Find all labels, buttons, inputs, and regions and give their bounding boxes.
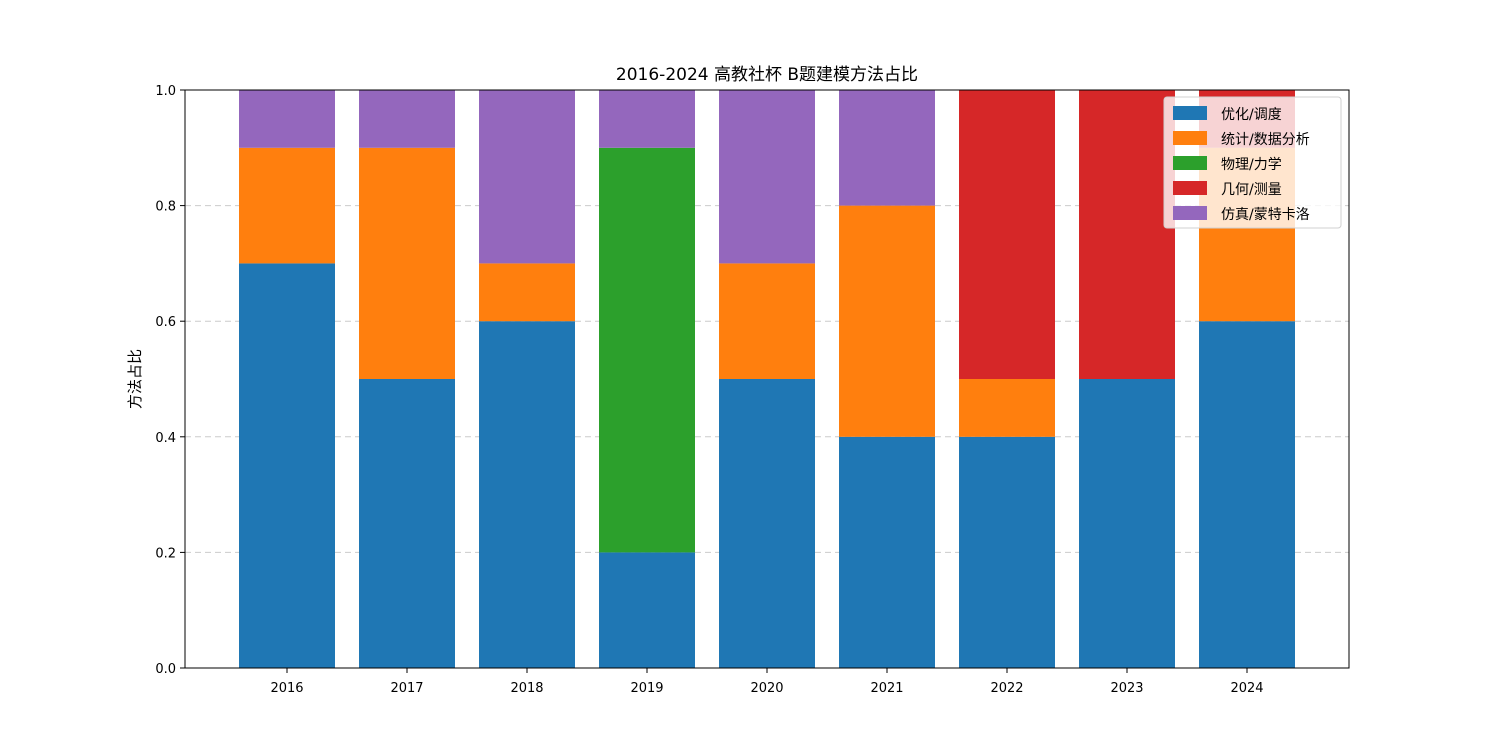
y-axis-ticks: 0.0 0.2 0.4 0.6 0.8 1.0 xyxy=(155,84,185,677)
legend-entry: 仿真/蒙特卡洛 xyxy=(1221,207,1310,223)
x-tick-label: 2020 xyxy=(750,681,783,696)
x-tick-label: 2019 xyxy=(630,681,663,696)
bar-segment-2017-s1 xyxy=(359,147,455,379)
bar-segment-2019-s2 xyxy=(599,147,695,553)
legend-entry: 物理/力学 xyxy=(1221,157,1282,173)
y-tick-label: 0.6 xyxy=(155,315,176,330)
chart-title: 2016-2024 高教社杯 B题建模方法占比 xyxy=(616,65,918,85)
bar-segment-2017-s4 xyxy=(359,90,455,148)
legend-entry: 统计/数据分析 xyxy=(1221,132,1310,148)
y-axis-label: 方法占比 xyxy=(126,349,144,409)
y-tick-label: 0.0 xyxy=(155,662,176,677)
bar-segment-2016-s4 xyxy=(239,90,335,148)
legend-swatch xyxy=(1173,181,1207,195)
y-tick-label: 1.0 xyxy=(155,84,176,99)
x-tick-label: 2018 xyxy=(510,681,543,696)
legend-swatch xyxy=(1173,131,1207,145)
bar-segment-2017-s0 xyxy=(359,379,455,668)
bar-segment-2023-s0 xyxy=(1079,379,1175,668)
y-tick-label: 0.4 xyxy=(155,431,176,446)
bar-segment-2018-s0 xyxy=(479,321,575,668)
legend-entry: 优化/调度 xyxy=(1221,107,1282,123)
x-tick-label: 2022 xyxy=(990,681,1023,696)
y-tick-label: 0.8 xyxy=(155,200,176,215)
bar-segment-2020-s1 xyxy=(719,263,815,379)
bar-segment-2021-s0 xyxy=(839,436,935,668)
bar-segment-2020-s0 xyxy=(719,379,815,668)
legend-entry: 几何/测量 xyxy=(1221,182,1282,198)
legend-swatch xyxy=(1173,156,1207,170)
bar-segment-2023-s3 xyxy=(1079,90,1175,379)
bar-segment-2022-s1 xyxy=(959,379,1055,437)
bar-segment-2022-s0 xyxy=(959,436,1055,668)
bar-segment-2016-s0 xyxy=(239,263,335,668)
bar-segment-2021-s1 xyxy=(839,205,935,437)
x-tick-label: 2021 xyxy=(870,681,903,696)
x-axis-ticks: 2016 2017 2018 2019 2020 2021 2022 2023 2024 xyxy=(270,668,1264,696)
bar-segment-2018-s4 xyxy=(479,90,575,264)
x-tick-label: 2017 xyxy=(390,681,423,696)
bar-segment-2019-s4 xyxy=(599,90,695,148)
bar-segment-2018-s1 xyxy=(479,263,575,322)
bar-segment-2019-s0 xyxy=(599,552,695,668)
bar-segment-2016-s1 xyxy=(239,147,335,264)
x-tick-label: 2023 xyxy=(1110,681,1143,696)
y-tick-label: 0.2 xyxy=(155,546,176,561)
legend-swatch xyxy=(1173,206,1207,220)
bar-segment-2022-s3 xyxy=(959,90,1055,379)
bar-segment-2021-s4 xyxy=(839,90,935,206)
legend-box xyxy=(1163,96,1342,229)
bar-segment-2020-s4 xyxy=(719,90,815,264)
bar-segment-2024-s0 xyxy=(1199,321,1295,668)
bars xyxy=(239,90,1295,668)
x-tick-label: 2024 xyxy=(1230,681,1263,696)
legend-swatch xyxy=(1173,106,1207,120)
x-tick-label: 2016 xyxy=(270,681,303,696)
